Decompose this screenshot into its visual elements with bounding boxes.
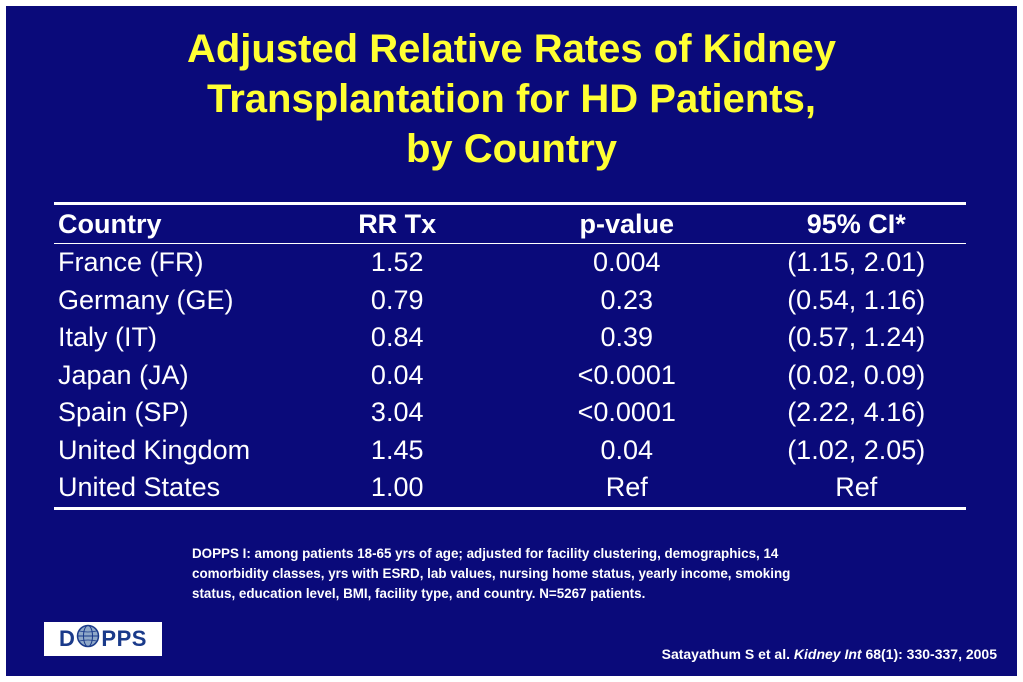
cell-p-value: 0.004 (592, 247, 661, 278)
cell-ci: (0.54, 1.16) (787, 284, 926, 315)
cell-rr-tx: 0.04 (370, 359, 424, 390)
header-p-value: p-value (579, 208, 675, 239)
globe-icon (76, 624, 100, 654)
cell-country: Japan (JA) (58, 359, 189, 390)
cell-ci: (1.15, 2.01) (787, 247, 926, 278)
table-top-rule (54, 202, 966, 205)
rates-table: Country RR Tx p-value 95% CI* France (FR… (54, 202, 966, 510)
cell-rr-tx: 0.84 (370, 322, 424, 353)
cell-ci: (0.57, 1.24) (787, 322, 926, 353)
table-row: France (FR) 1.52 0.004 (1.15, 2.01) (54, 244, 966, 282)
cell-country: Germany (GE) (58, 284, 234, 315)
cell-p-value: <0.0001 (577, 397, 676, 428)
header-ci: 95% CI* (806, 208, 906, 239)
cell-p-value: 0.23 (600, 284, 654, 315)
cell-ci: (0.02, 0.09) (787, 359, 926, 390)
table-row: Japan (JA) 0.04 <0.0001 (0.02, 0.09) (54, 357, 966, 395)
logo-text: D PPS (59, 624, 147, 654)
cell-country: Italy (IT) (58, 322, 157, 353)
citation: Satayathum S et al. Kidney Int 68(1): 33… (662, 646, 997, 662)
cell-country: France (FR) (58, 247, 204, 278)
title-line-1: Adjusted Relative Rates of Kidney (186, 27, 837, 71)
dopps-logo: D PPS (44, 622, 162, 656)
cell-p-value: 0.04 (600, 434, 654, 465)
cell-ci: (1.02, 2.05) (787, 434, 926, 465)
cell-p-value: Ref (605, 472, 648, 503)
footnote: DOPPS I: among patients 18-65 yrs of age… (192, 544, 1002, 604)
cell-country: United Kingdom (58, 434, 251, 465)
cell-rr-tx: 1.52 (370, 247, 424, 278)
logo-text-right: PPS (101, 626, 147, 651)
footnote-line-1: DOPPS I: among patients 18-65 yrs of age… (192, 546, 779, 561)
cell-p-value: 0.39 (600, 322, 654, 353)
table-row: Italy (IT) 0.84 0.39 (0.57, 1.24) (54, 319, 966, 357)
citation-authors: Satayathum S et al. (661, 646, 794, 662)
cell-rr-tx: 1.00 (370, 472, 424, 503)
cell-ci: Ref (835, 472, 878, 503)
cell-p-value: <0.0001 (577, 359, 676, 390)
slide-title: Adjusted Relative Rates of Kidney Transp… (6, 24, 1017, 174)
table-bottom-rule (54, 506, 966, 510)
header-country: Country (58, 208, 162, 239)
header-rr-tx: RR Tx (358, 208, 437, 239)
title-line-3: by Country (405, 127, 618, 171)
cell-rr-tx: 3.04 (370, 397, 424, 428)
cell-country: Spain (SP) (58, 397, 189, 428)
cell-ci: (2.22, 4.16) (787, 397, 926, 428)
logo-text-left: D (59, 626, 76, 651)
table-header-row: Country RR Tx p-value 95% CI* (54, 205, 966, 243)
footnote-line-3: status, education level, BMI, facility t… (192, 586, 646, 601)
slide: Adjusted Relative Rates of Kidney Transp… (6, 6, 1017, 676)
table-row: United Kingdom 1.45 0.04 (1.02, 2.05) (54, 432, 966, 470)
table-row: Spain (SP) 3.04 <0.0001 (2.22, 4.16) (54, 394, 966, 432)
table-header-rule (54, 243, 966, 244)
citation-details: 68(1): 330-337, 2005 (861, 646, 997, 662)
cell-rr-tx: 1.45 (370, 434, 424, 465)
cell-country: United States (58, 472, 221, 503)
cell-rr-tx: 0.79 (370, 284, 424, 315)
footnote-line-2: comorbidity classes, yrs with ESRD, lab … (192, 566, 791, 581)
title-line-2: Transplantation for HD Patients, (207, 77, 816, 121)
table-row: United States 1.00 Ref Ref (54, 469, 966, 507)
citation-journal: Kidney Int (793, 646, 862, 662)
table-row: Germany (GE) 0.79 0.23 (0.54, 1.16) (54, 282, 966, 320)
